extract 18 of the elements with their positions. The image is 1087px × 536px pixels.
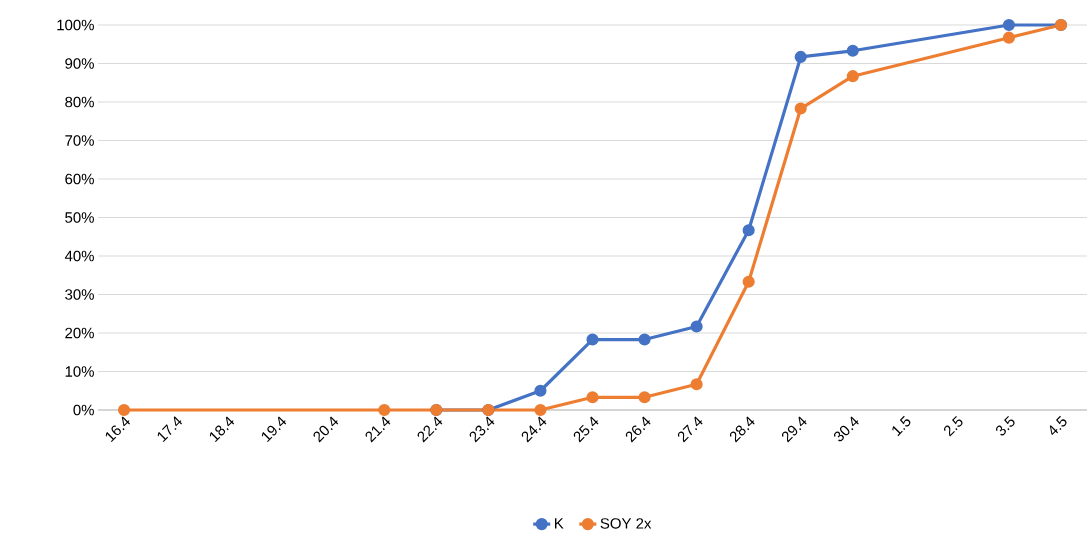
y-tick-label: 60% (65, 173, 94, 185)
y-tick-label: 20% (65, 327, 94, 339)
legend-label: K (555, 518, 564, 529)
y-tick-label: 0% (73, 404, 94, 416)
y-tick-label: 100% (57, 19, 94, 31)
y-tick-label: 50% (65, 212, 94, 223)
y-tick-label: 30% (65, 289, 94, 300)
x-tick-label: 4.5 (1049, 415, 1067, 436)
x-tick-label: 3.5 (995, 415, 1015, 436)
y-tick-label: 10% (65, 366, 94, 377)
legend-label: SOY 2x (600, 518, 652, 529)
x-tick-label: 1.5 (892, 415, 911, 437)
x-tick-label: 19.4 (261, 416, 287, 443)
y-tick-label: 80% (65, 96, 94, 108)
x-tick-label: 2.5 (944, 415, 963, 437)
y-tick-label: 90% (65, 58, 94, 69)
y-tick-label: 40% (64, 250, 94, 262)
y-tick-label: 70% (65, 135, 94, 146)
